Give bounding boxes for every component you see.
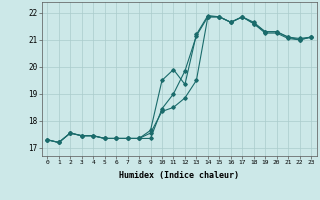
X-axis label: Humidex (Indice chaleur): Humidex (Indice chaleur) [119,171,239,180]
